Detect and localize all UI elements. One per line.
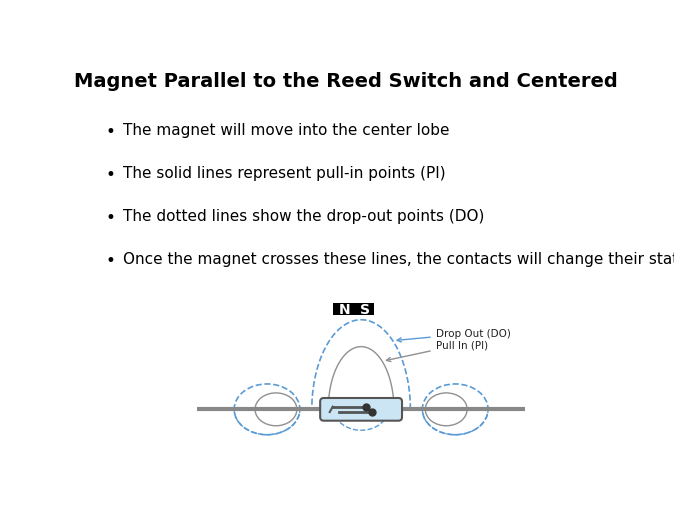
Text: •: •: [105, 123, 115, 141]
Text: •: •: [105, 166, 115, 183]
Text: •: •: [105, 251, 115, 269]
Text: The magnet will move into the center lobe: The magnet will move into the center lob…: [123, 123, 450, 138]
Text: Magnet Parallel to the Reed Switch and Centered: Magnet Parallel to the Reed Switch and C…: [73, 72, 617, 91]
Text: The dotted lines show the drop-out points (DO): The dotted lines show the drop-out point…: [123, 209, 485, 223]
Text: •: •: [105, 209, 115, 226]
Text: Once the magnet crosses these lines, the contacts will change their state: Once the magnet crosses these lines, the…: [123, 251, 674, 266]
Text: The solid lines represent pull-in points (PI): The solid lines represent pull-in points…: [123, 166, 446, 181]
